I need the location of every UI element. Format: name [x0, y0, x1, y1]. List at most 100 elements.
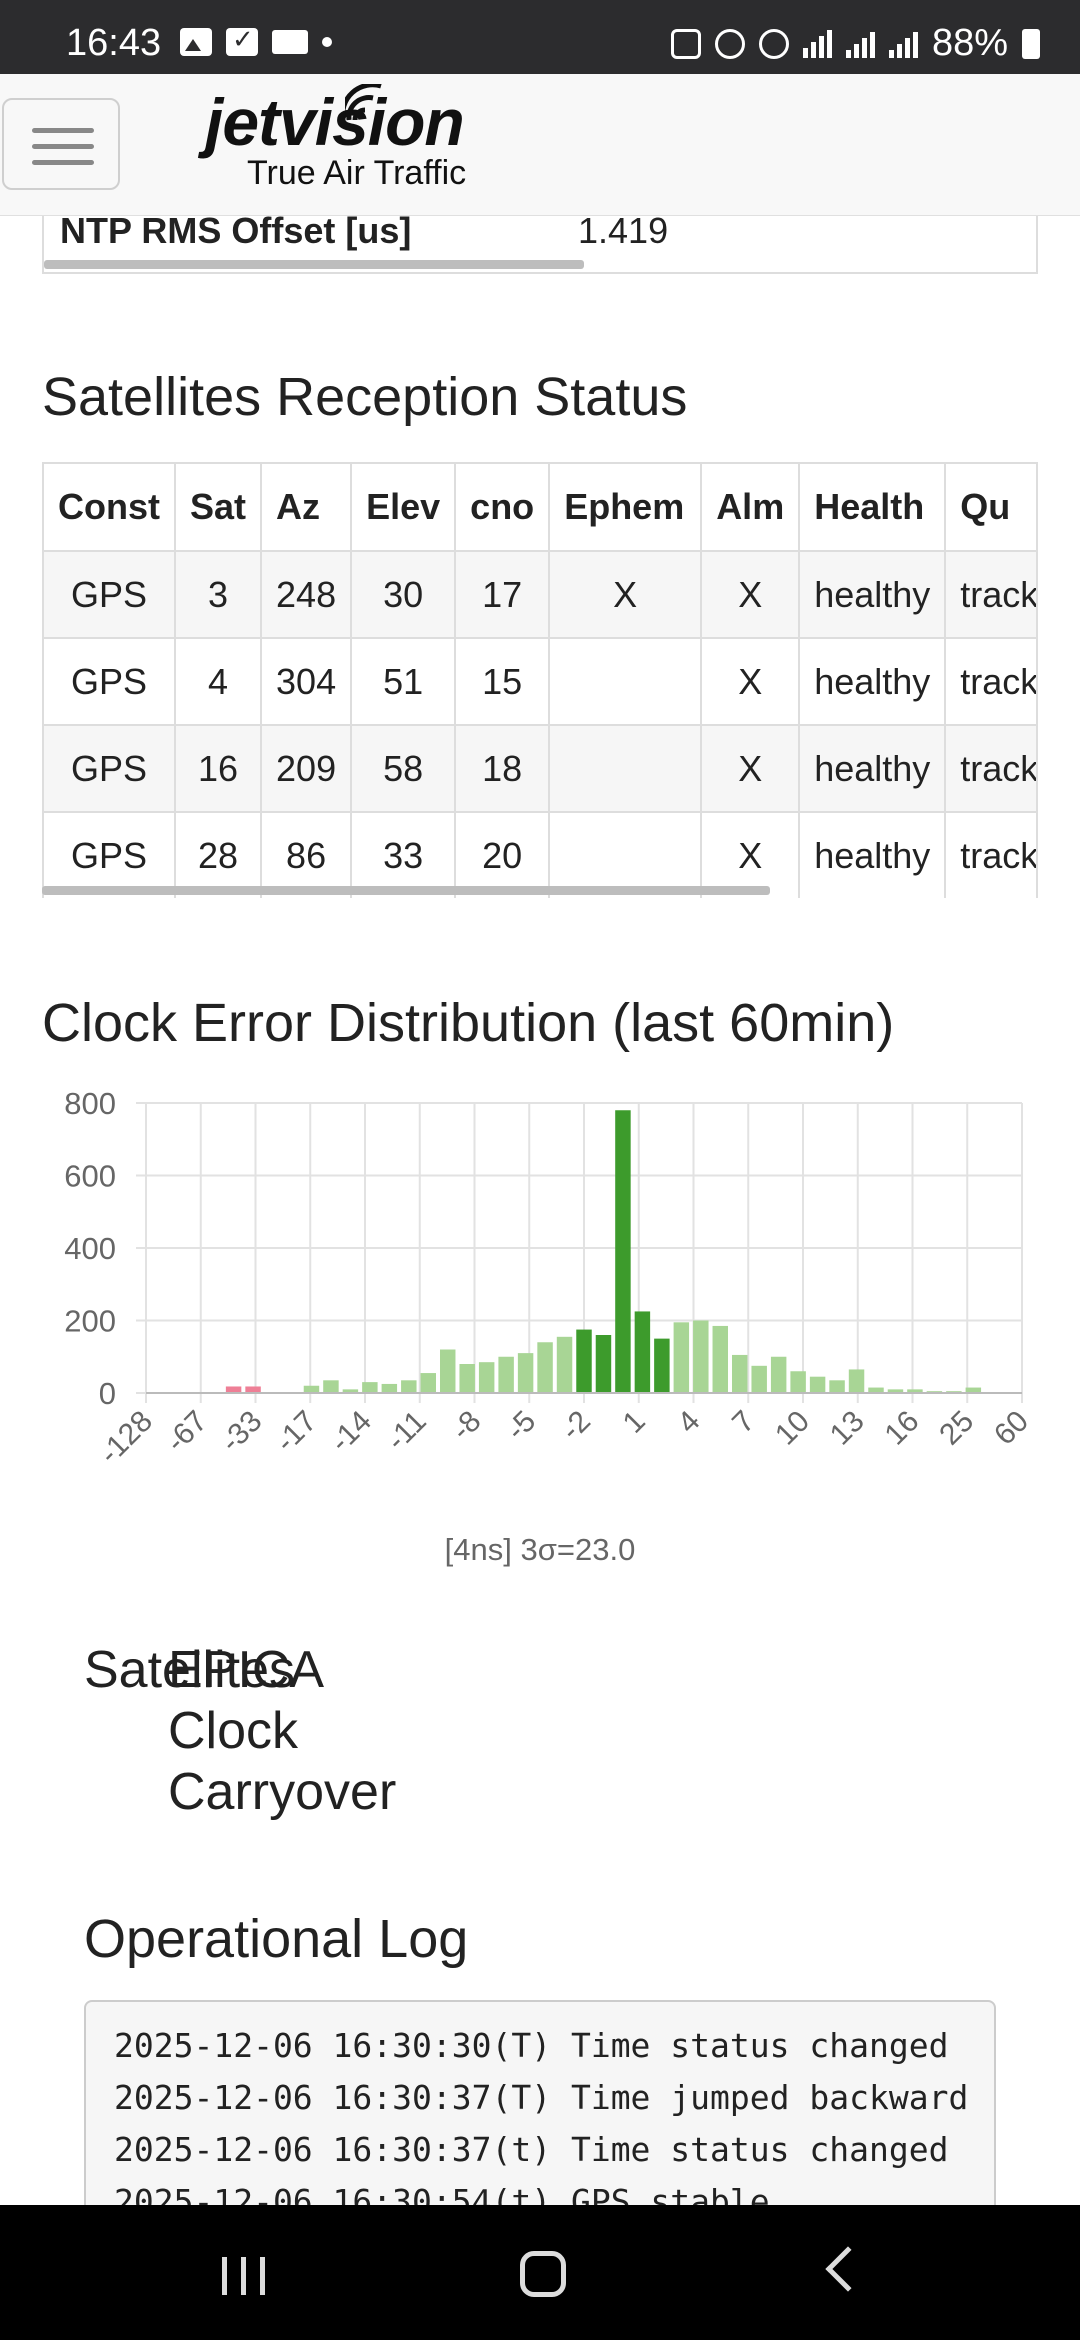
table-cell: 20	[454, 811, 551, 898]
table-cell: tracking	[944, 811, 1036, 898]
gallery-icon	[180, 28, 212, 56]
table-row: GPS 4 304 51 15 X healthy tracking	[42, 637, 1036, 726]
chart-bar	[245, 1386, 261, 1393]
chart-bar	[732, 1354, 748, 1393]
column-header: cno	[454, 462, 551, 552]
table-header-row: Const Sat Az Elev cno Ephem Alm Health Q…	[42, 462, 1036, 552]
clock-error-chart: 0 200 400 600 800 -128 -67 -33 -17 -14 -11 -8 -5 -2 1 4…	[64, 1086, 1035, 1471]
log-line: 2025-12-06 16:30:30(T) Time status chang…	[114, 2026, 949, 2065]
table-row: GPS 28 86 33 20 X healthy tracking	[42, 811, 1036, 898]
table-cell: 3	[173, 550, 263, 639]
column-header: Elev	[350, 462, 457, 552]
table-cell	[548, 637, 703, 726]
dot-icon	[322, 37, 332, 47]
chart-bar	[693, 1320, 709, 1393]
chart-bar	[829, 1380, 845, 1393]
table-scrollbar[interactable]	[42, 886, 770, 895]
table-cell: healthy	[798, 811, 947, 898]
table-cell: healthy	[798, 724, 947, 813]
notification-icons	[180, 24, 332, 56]
chart-bar	[790, 1371, 806, 1393]
table-cell: 15	[454, 637, 551, 726]
x-tick-label: 16	[879, 1405, 926, 1452]
hamburger-icon[interactable]	[2, 98, 120, 190]
chart-bar	[537, 1342, 553, 1393]
table-row: GPS 16 209 58 18 X healthy tracking	[42, 724, 1036, 813]
clock-chart-title: Clock Error Distribution (last 60min)	[42, 993, 895, 1053]
log-title: Operational Log	[84, 1909, 469, 1969]
table-cell: X	[700, 550, 801, 639]
mute-icon	[758, 28, 789, 59]
x-tick-label: 4	[671, 1405, 706, 1440]
epica-line: EPICA	[168, 1641, 325, 1699]
table-cell: healthy	[798, 637, 947, 726]
table-cell: X	[548, 550, 703, 639]
table-cell: GPS	[42, 724, 176, 813]
x-tick-label: 10	[769, 1405, 816, 1452]
table-cell: 248	[260, 550, 353, 639]
signal-icon	[888, 30, 918, 58]
chart-bar	[401, 1380, 417, 1393]
x-tick-label: 13	[824, 1405, 871, 1452]
x-tick-label: -14	[324, 1405, 378, 1459]
table-cell: 30	[350, 550, 457, 639]
table-cell: 16	[173, 724, 263, 813]
column-header: Alm	[700, 462, 801, 552]
x-tick-label: 25	[933, 1405, 980, 1452]
chart-bar	[809, 1376, 826, 1393]
y-tick-label: 600	[64, 1159, 116, 1194]
chart-bar	[459, 1364, 475, 1393]
system-icons: 88%	[670, 22, 1040, 65]
battery-saver-icon	[670, 28, 701, 59]
chart-bar	[615, 1110, 631, 1393]
chart-bar	[654, 1338, 670, 1393]
chart-bar	[381, 1383, 398, 1393]
y-tick-label: 200	[64, 1304, 116, 1339]
x-tick-label: -11	[380, 1405, 432, 1457]
table-cell: 51	[350, 637, 457, 726]
video-icon	[272, 30, 308, 54]
logo-name: jetvision	[205, 85, 465, 159]
log-line: 2025-12-06 16:30:37(T) Time jumped backw…	[114, 2078, 969, 2117]
column-header: Const	[42, 462, 176, 552]
column-header: Sat	[173, 462, 263, 552]
home-icon[interactable]	[520, 2251, 566, 2297]
operational-log[interactable]: 2025-12-06 16:30:30(T) Time status chang…	[84, 2000, 996, 2240]
x-tick-label: -8	[445, 1405, 487, 1447]
chart-bar	[225, 1386, 242, 1393]
table-cell: GPS	[42, 550, 176, 639]
x-tick-label: 7	[726, 1405, 761, 1440]
x-tick-label: 1	[617, 1405, 652, 1440]
x-tick-label: -2	[555, 1405, 597, 1447]
checkbox-icon	[226, 24, 258, 56]
table-cell	[548, 724, 703, 813]
chart-bar	[362, 1382, 378, 1393]
table-cell: X	[700, 637, 801, 726]
y-tick-label: 0	[99, 1376, 116, 1411]
satellites-table-wrapper[interactable]: Const Sat Az Elev cno Ephem Alm Health Q…	[42, 462, 1038, 898]
status-bar: 16:43 88%	[0, 0, 1080, 74]
table-cell: 33	[350, 811, 457, 898]
back-icon[interactable]	[825, 2246, 871, 2292]
chart-bar	[634, 1311, 651, 1393]
table-row: GPS 3 248 30 17 X X healthy tracking	[42, 550, 1036, 639]
chart-bar	[965, 1387, 982, 1393]
epica-line: Carryover	[168, 1763, 397, 1821]
jetvision-logo[interactable]: jetvision True Air Traffic	[205, 84, 466, 193]
recent-apps-icon[interactable]	[222, 2257, 265, 2295]
chart-bar	[323, 1380, 339, 1393]
table-cell: tracking	[944, 724, 1036, 813]
satellites-heading: Satellites	[84, 1641, 295, 1699]
chart-bar	[478, 1362, 495, 1393]
chart-bar	[440, 1349, 456, 1393]
chart-bar	[342, 1389, 359, 1393]
satellites-table: Const Sat Az Elev cno Ephem Alm Health Q…	[42, 462, 1036, 898]
wifi-icon	[802, 29, 832, 58]
x-tick-label: -33	[214, 1405, 268, 1459]
x-tick-label: -128	[93, 1405, 159, 1471]
table-cell: 28	[173, 811, 263, 898]
ntp-value: 1.419	[578, 210, 669, 251]
table-cell: tracking	[944, 550, 1036, 639]
table-cell: 4	[173, 637, 263, 726]
ntp-scrollbar[interactable]	[44, 260, 584, 269]
